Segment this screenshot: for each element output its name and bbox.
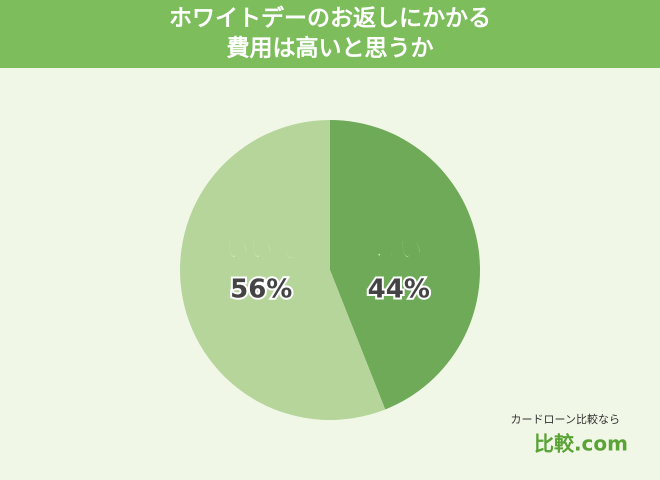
pie-slice	[180, 120, 386, 420]
watermark: カードローン比較なら	[511, 412, 620, 426]
watermark: 比較.com	[534, 432, 628, 456]
value-label: 56%	[230, 275, 292, 305]
value-label: 44%	[368, 275, 430, 305]
chart-title: 費用は高いと思うか	[227, 35, 434, 62]
slice-label: はい	[375, 235, 423, 263]
pie-slice	[330, 120, 480, 410]
header-band	[0, 0, 660, 68]
slice-label: いいえ	[225, 235, 297, 263]
chart-title: ホワイトデーのお返しにかかる	[169, 5, 491, 32]
